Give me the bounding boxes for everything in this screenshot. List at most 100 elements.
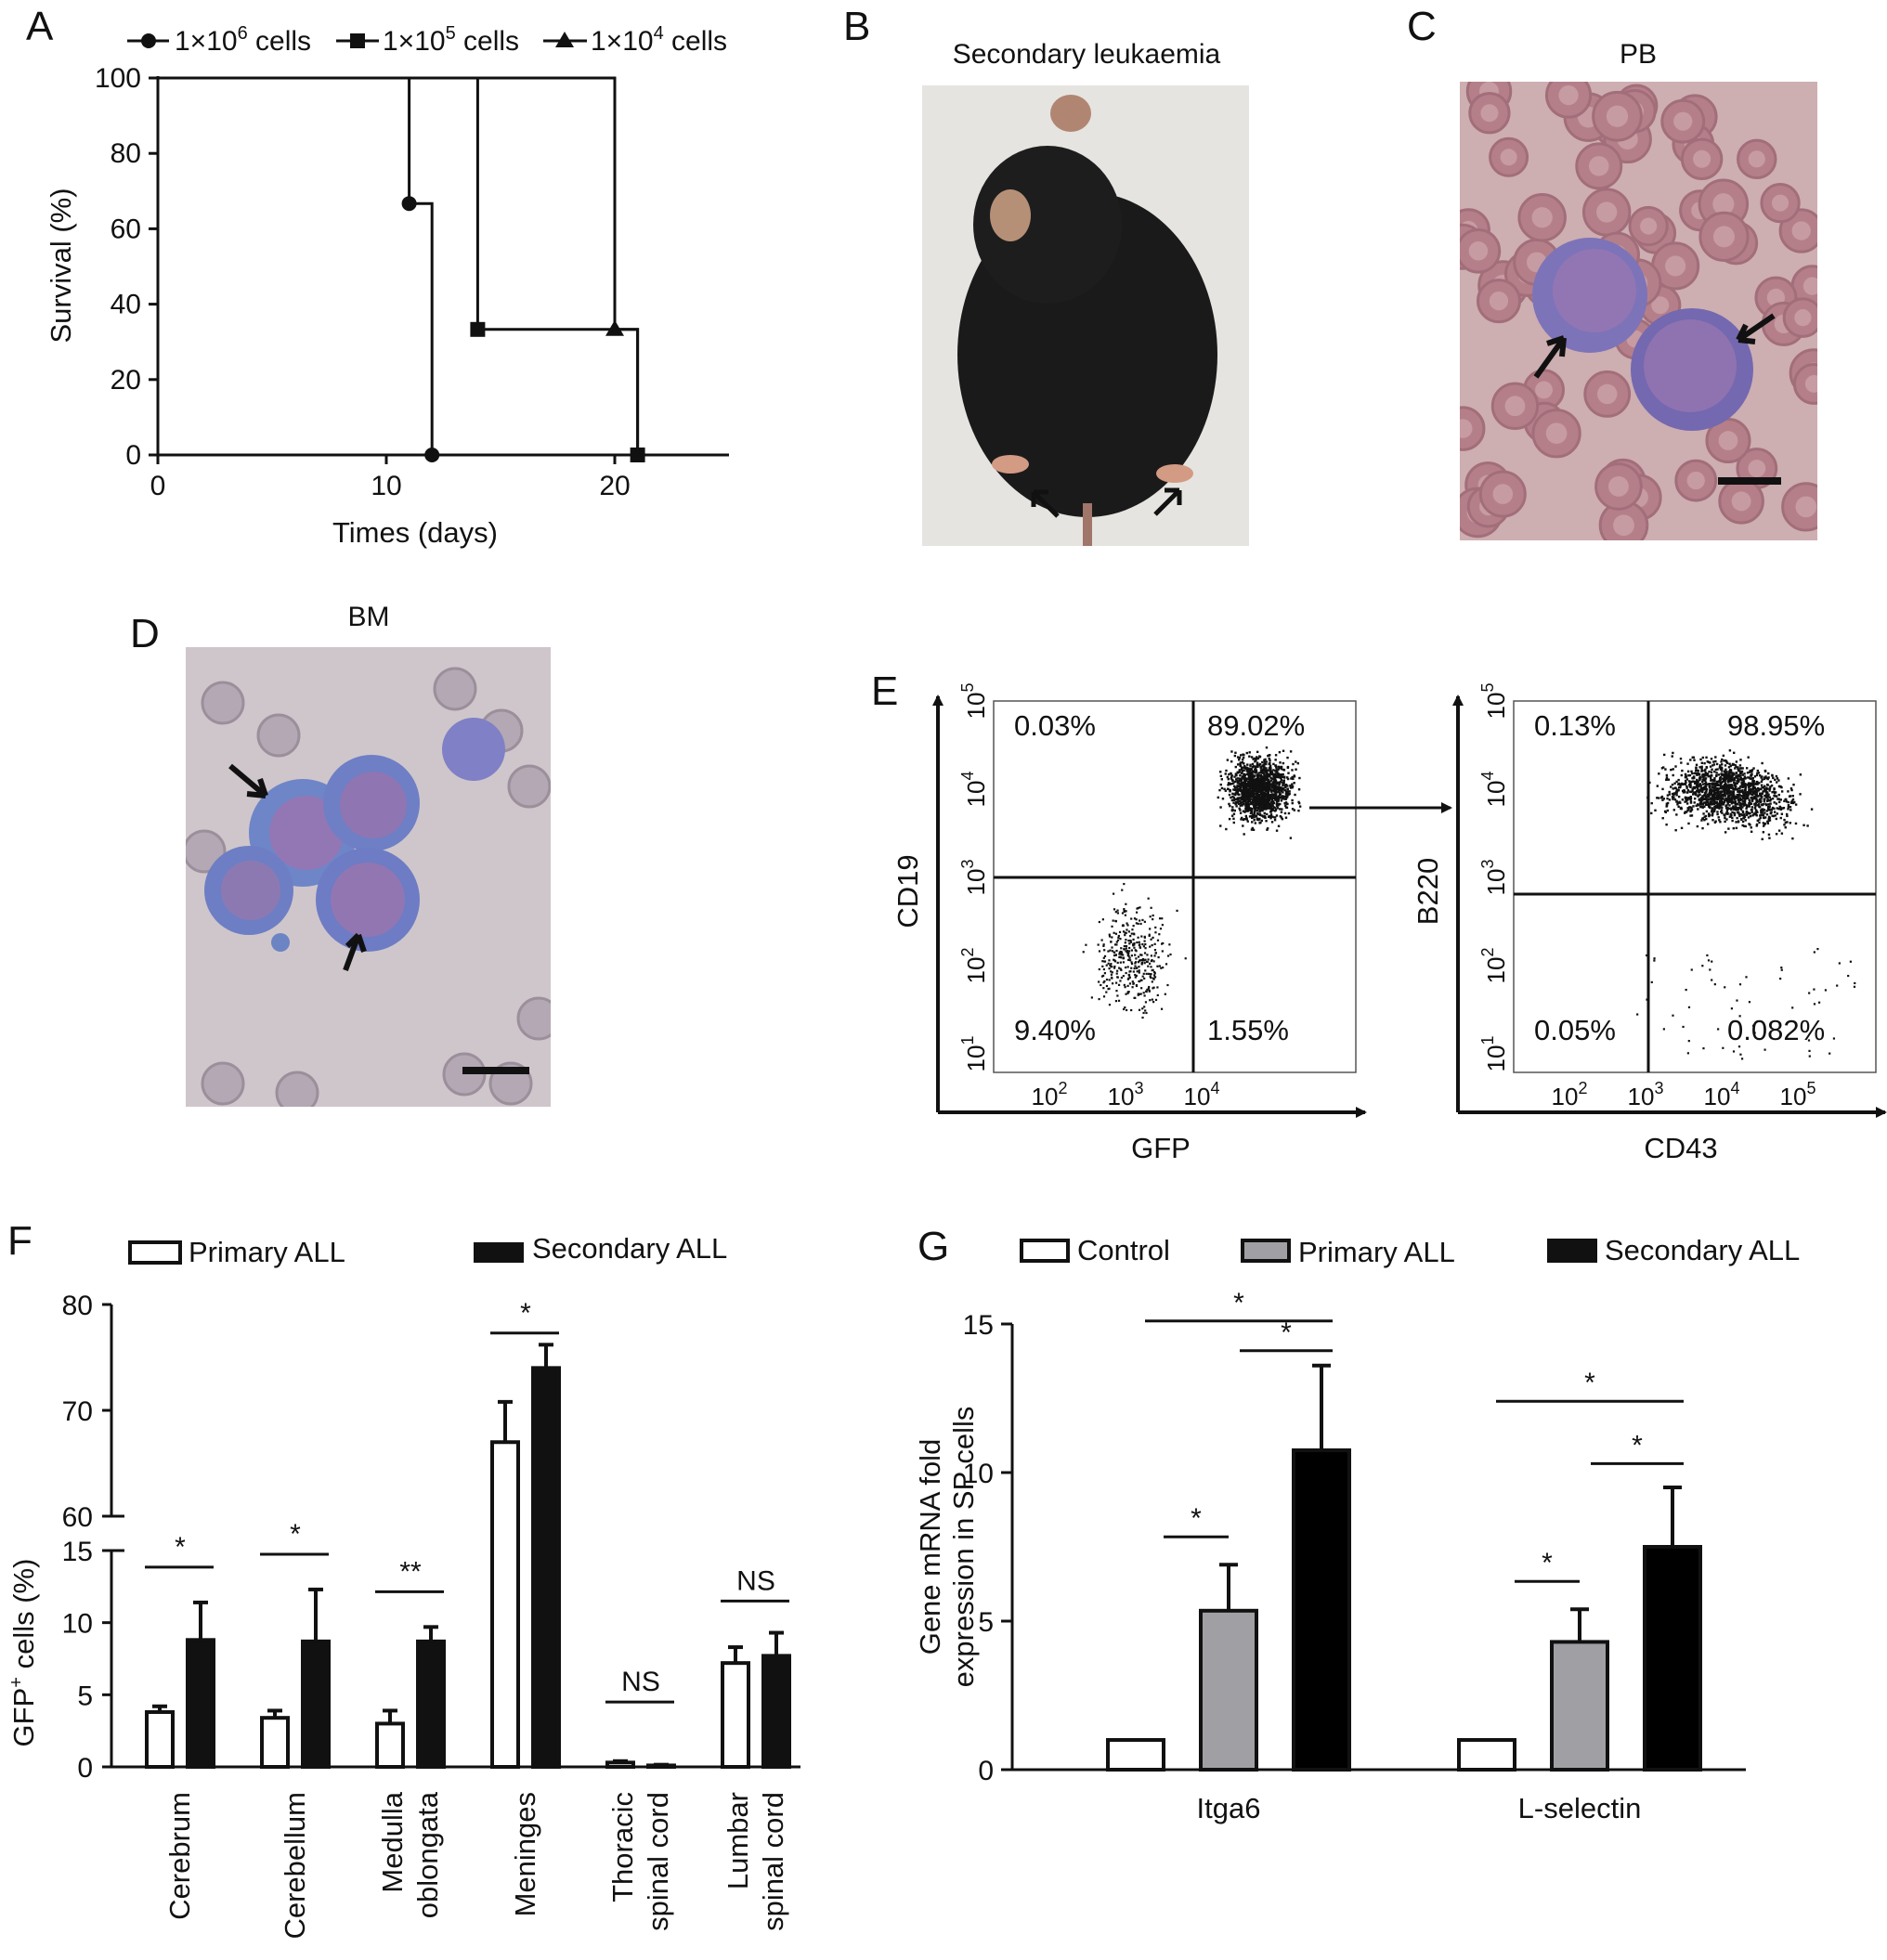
y-tick-label: 15 [963,1310,994,1341]
legend-marker-circle [141,33,156,48]
panel-letter-a: A [26,4,54,49]
significance-label: ** [399,1556,422,1587]
x-axis-label: GFP [1131,1132,1191,1164]
plot-frame [1513,700,1877,1073]
panel-b-title: Secondary leukaemia [952,39,1221,70]
legend-label: Secondary ALL [1605,1234,1800,1266]
quadrant-label-upper-left: 0.03% [1014,709,1096,742]
red-blood-cell [256,713,301,758]
x-tick-label: 104 [1704,1079,1740,1110]
y-tick-label: 105 [1478,683,1510,720]
plot-frame [993,700,1357,1073]
survival-x-label: Times (days) [332,516,498,549]
bm-smear-image [186,647,551,1107]
bar-secondary [301,1639,331,1769]
x-axis-label: CD43 [1644,1132,1717,1164]
bar-primary-all [1199,1608,1258,1772]
bar-primary-lower [492,1523,518,1767]
red-blood-cell [433,667,477,711]
red-blood-cell [516,996,551,1041]
svg-text:1×104 cells: 1×104 cells [591,23,727,57]
significance-label: * [1542,1548,1553,1578]
y-tick-label: 101 [958,1036,990,1072]
svg-text:1×105 cells: 1×105 cells [383,23,519,57]
bar-primary [605,1760,635,1770]
red-blood-cell [201,1061,245,1106]
y-axis-label: CD19 [891,854,924,928]
pb-smear-image [1460,82,1817,540]
mrna-bar-chart: Control Primary ALL Secondary ALL 0 5 10 15 Gen… [914,1234,1800,1824]
mouse-photo [922,85,1249,546]
legend-swatch [1241,1239,1291,1263]
bar-primary [375,1721,405,1770]
significance-label: NS [621,1667,660,1697]
survival-legend: 1×106 cells 1×105 cells 1×104 cells [127,23,727,57]
legend-swatch [1020,1239,1070,1263]
significance-label: NS [736,1565,775,1596]
flow-cytometry-plots: 101 102 103 104 105 102 103 104 0.03% 89.02% 9.40%… [891,683,1887,1164]
category-label: Cerebellum [279,1792,311,1940]
arrow-icon [1153,487,1182,516]
y-tick-label: 0 [77,1753,93,1784]
bar-secondary [416,1639,446,1769]
event-dots [1636,749,1856,1060]
y-tick-label: 101 [1478,1036,1510,1072]
bar-control [1457,1738,1516,1772]
y-tick-label: 102 [1478,948,1510,984]
y-tick-label: 104 [1478,772,1510,808]
legend-label: Secondary ALL [532,1232,727,1265]
panel-letter-f: F [7,1218,33,1264]
survival-line-square [158,76,640,455]
legend-label: Primary ALL [1298,1236,1455,1268]
legend-label: Primary ALL [189,1236,345,1268]
category-label: L-selectin [1518,1792,1642,1824]
bar-primary [721,1661,750,1769]
y-tick-label: 0 [978,1756,994,1786]
category-label: Meninges [509,1792,541,1916]
survival-ticks: 0 20 40 60 80 100 0 10 20 [95,63,631,501]
survival-y-label: Survival (%) [45,188,77,343]
legend-marker-triangle [555,32,574,47]
scale-bar [1718,477,1781,485]
x-tick-label: 20 [599,471,630,501]
flow-plot-left: 101 102 103 104 105 102 103 104 0.03% 89.02% 9.40%… [891,683,1367,1164]
event-dots [1082,746,1302,1019]
survival-line-triangle [158,76,640,455]
category-label: Cerebrum [163,1792,196,1920]
panel-letter-d: D [130,611,160,656]
quadrant-label-upper-left: 0.13% [1534,709,1616,742]
x-tick-label: 105 [1780,1079,1816,1110]
legend-marker-square [350,33,365,48]
bar-control [1106,1738,1165,1772]
y-tick-label: 0 [125,440,141,471]
category-label: Thoracic [606,1792,639,1902]
survival-line-circle [158,76,434,455]
red-blood-cell [507,764,551,809]
arrow-icon [343,932,367,972]
legend-swatch-secondary [474,1242,524,1263]
red-blood-cell [275,1071,319,1107]
significance-label: * [1233,1288,1244,1318]
legend-label: Control [1077,1234,1170,1266]
y-tick-label: 20 [111,365,141,396]
y-tick-label: 60 [111,214,141,244]
arrow-icon [1736,313,1776,344]
y-axis-label: expression in SP cells [947,1407,980,1688]
survival-point-square [470,321,486,337]
blast-cell [442,718,505,781]
x-tick-label: 0 [150,471,166,501]
y-tick-label: 105 [958,683,990,720]
bar-secondary [186,1638,215,1769]
significance-label: * [1632,1430,1643,1460]
bar-secondary-all [1292,1448,1351,1772]
category-label: Medulla [376,1791,409,1892]
y-tick-label: 70 [62,1396,93,1427]
significance-label: * [1584,1368,1595,1398]
significance-label: * [1281,1317,1292,1348]
bar-primary-all [1550,1640,1609,1772]
arrow-icon [1533,335,1567,379]
panel-letter-b: B [843,4,871,49]
quadrant-label-lower-left: 0.05% [1534,1014,1616,1046]
category-label: spinal cord [642,1792,674,1931]
panel-letter-c: C [1407,4,1437,49]
